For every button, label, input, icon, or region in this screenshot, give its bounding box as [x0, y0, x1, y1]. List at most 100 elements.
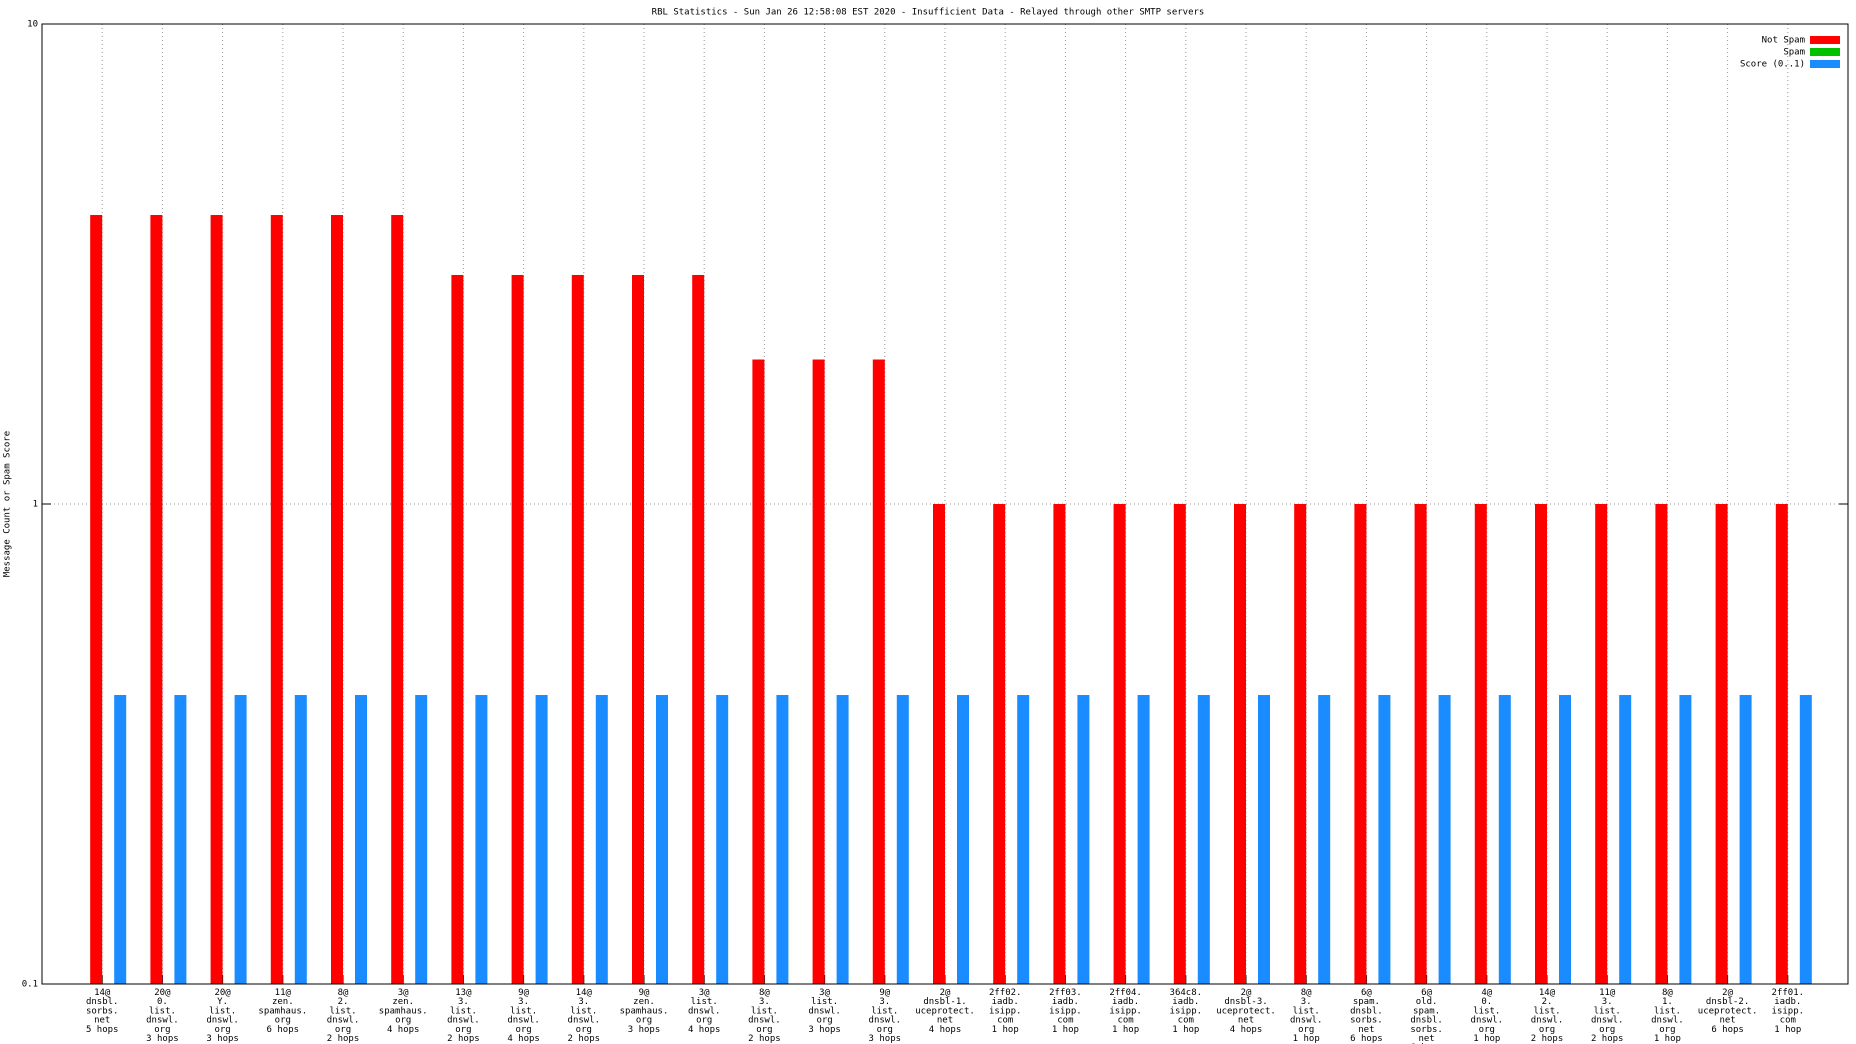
bar [1595, 504, 1608, 984]
bar [812, 359, 825, 984]
bar [872, 359, 885, 984]
x-tick-label-line: old. [1416, 997, 1438, 1007]
legend-swatch [1810, 60, 1840, 68]
x-tick-label: 14@ 2. list. dnswl. org 2 hops [1531, 988, 1564, 1044]
x-tick-label-line: dnsbl. [86, 997, 119, 1007]
bar [90, 215, 103, 984]
y-axis-label: Message Count or Spam Score [3, 431, 13, 577]
bar [210, 215, 223, 984]
x-tick-label-line: net [1238, 1015, 1254, 1025]
x-tick-label-line: zen. [272, 997, 294, 1007]
x-tick-label-line: org [1659, 1024, 1675, 1034]
x-tick-label-line: 20@ [154, 988, 171, 998]
x-tick-label-line: 13@ [455, 988, 472, 998]
bar [571, 274, 584, 984]
x-tick-label-line: dnswl. [447, 1015, 480, 1025]
y-tick-label: 1 [33, 500, 38, 510]
x-tick-label: 20@ 0. list. dnswl. org 3 hops [146, 988, 179, 1044]
x-tick-label: 2ff04. iadb. isipp. com 1 hop [1109, 988, 1142, 1035]
x-tick-label-line: net [937, 1015, 953, 1025]
x-tick-label-line: org [576, 1024, 592, 1034]
bar [1234, 504, 1246, 984]
bar [632, 274, 644, 984]
x-tick-label-line: 6@ [1361, 988, 1372, 998]
x-tick-label-line: isipp. [1170, 1006, 1203, 1016]
x-tick-label: 8@ 3. list. dnswl. org 1 hop [1290, 988, 1323, 1044]
x-tick-label-line: 9@ [879, 988, 890, 998]
x-tick-label-line: dnsbl. [1410, 1015, 1443, 1025]
x-tick-label: 20@ Y. list. dnswl. org 3 hops [206, 988, 239, 1044]
x-tick-label-line: 4 hops [688, 1024, 721, 1034]
x-tick-label-line: dnswl. [869, 1015, 902, 1025]
x-tick-label-line: com [1057, 1015, 1073, 1025]
chart-title: RBL Statistics - Sun Jan 26 12:58:08 EST… [652, 8, 1205, 18]
x-tick-label-line: list. [450, 1006, 477, 1016]
legend-swatch [1810, 36, 1840, 44]
x-tick-label-line: 3 hops [808, 1024, 841, 1034]
x-tick-label-line: dnswl. [1651, 1015, 1684, 1025]
x-tick-label-line: 364c8. [1170, 988, 1203, 998]
plot-frame [41, 23, 1849, 985]
bar [993, 504, 1006, 984]
x-tick-label-line: 6 hops [267, 1024, 300, 1034]
bar [451, 274, 464, 984]
x-tick-label-line: iadb. [992, 997, 1019, 1007]
x-tick-label-line: org [816, 1015, 832, 1025]
bar [1197, 695, 1210, 984]
bar [1294, 504, 1307, 984]
x-tick-label-line: 2ff02. [989, 988, 1022, 998]
x-tick-label-line: org [214, 1024, 230, 1034]
x-tick-label-line: zen. [633, 997, 655, 1007]
bar [355, 695, 367, 984]
bar [1474, 504, 1487, 984]
x-tick-label-line: 4 hops [387, 1024, 420, 1034]
bar [174, 695, 187, 984]
x-tick-label-line: 2ff03. [1049, 988, 1082, 998]
x-tick-label-line: iadb. [1052, 997, 1079, 1007]
x-tick-label-line: 3 hops [146, 1034, 179, 1044]
x-tick-label-line: 3. [518, 997, 529, 1007]
x-tick-label-line: sorbs. [1410, 1024, 1443, 1034]
bar [1775, 504, 1788, 984]
x-tick-label: 9@ zen. spamhaus. org 3 hops [620, 988, 669, 1035]
bar [331, 215, 343, 984]
x-tick-label: 3@ list. dnswl. org 3 hops [808, 988, 841, 1035]
x-tick-label-line: 3. [458, 997, 469, 1007]
x-tick-label-line: 2 hops [748, 1034, 781, 1044]
x-tick-label: 2@ dnsbl-2. uceprotect. net 6 hops [1698, 988, 1758, 1035]
x-tick-label: 11@ 3. list. dnswl. org 2 hops [1591, 988, 1624, 1044]
x-tick-label-line: 1 hop [1654, 1034, 1681, 1044]
bar [933, 504, 945, 984]
x-tick-label-line: 1 hop [1473, 1034, 1500, 1044]
x-tick-label: 13@ 3. list. dnswl. org 2 hops [447, 988, 480, 1044]
x-tick-label: 14@ dnsbl. sorbs. net 5 hops [86, 988, 119, 1035]
bar [511, 274, 524, 984]
x-tick-label-line: list. [1594, 1006, 1621, 1016]
x-tick-label-line: 2@ [1722, 988, 1733, 998]
bar [535, 695, 548, 984]
bar [656, 695, 668, 984]
x-tick-label-line: dnswl. [688, 1006, 721, 1016]
x-tick-label-line: dnswl. [1471, 1015, 1504, 1025]
x-tick-label-line: list. [149, 1006, 176, 1016]
y-tick-label: 0.1 [22, 980, 38, 990]
x-tick-label-line: 4@ [1481, 988, 1492, 998]
bar [957, 695, 969, 984]
x-tick-label-line: 8@ [759, 988, 770, 998]
bar [1354, 504, 1367, 984]
x-tick-label-line: org [154, 1024, 170, 1034]
bar [1438, 695, 1451, 984]
bar [1077, 695, 1090, 984]
x-tick-label-line: 1 hop [1293, 1034, 1320, 1044]
x-tick-label-line: 0. [157, 997, 168, 1007]
x-tick-label: 9@ 3. list. dnswl. org 3 hops [869, 988, 902, 1044]
bar [1318, 695, 1331, 984]
bar [1053, 504, 1066, 984]
x-tick-label-line: 14@ [94, 988, 111, 998]
x-tick-label-line: 3. [1301, 997, 1312, 1007]
x-tick-label-line: dnsbl-2. [1706, 997, 1749, 1007]
x-tick-label: 2@ dnsbl-3. uceprotect. net 4 hops [1216, 988, 1276, 1035]
x-tick-label-line: dnswl. [568, 1015, 601, 1025]
